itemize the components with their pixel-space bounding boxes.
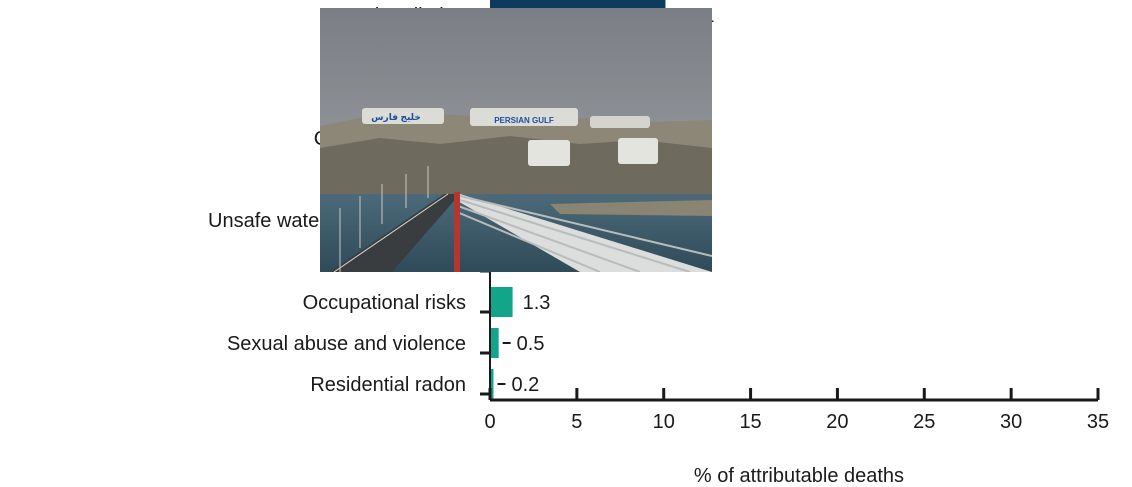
x-tick-label: 15: [739, 411, 761, 433]
value-label: 1.3: [523, 292, 551, 314]
category-label: Sexual abuse and violence: [227, 333, 466, 355]
bar: [490, 369, 494, 399]
category-label: Occupational risks: [303, 292, 466, 314]
x-tick-label: 5: [571, 411, 582, 433]
bar: [490, 287, 513, 317]
sign-persian-gulf: PERSIAN GULF: [494, 116, 554, 125]
x-tick-label: 25: [913, 411, 935, 433]
x-tick-label: 20: [826, 411, 848, 433]
x-tick-label: 30: [1000, 411, 1022, 433]
value-label: 0.5: [517, 333, 545, 355]
x-tick-label: 0: [484, 411, 495, 433]
x-tick-label: 10: [653, 411, 675, 433]
bar: [490, 328, 499, 358]
value-label: 0.2: [511, 374, 539, 396]
x-axis-title: % of attributable deaths: [694, 465, 904, 487]
sign-farsi: خليج فارس: [371, 112, 421, 123]
x-axis: 0 5 10 15 20 25 30 35: [480, 23, 1109, 433]
x-tick-label: 35: [1087, 411, 1109, 433]
oil-terminal-photo: خليج فارس PERSIAN GULF: [320, 8, 712, 272]
category-label: Residential radon: [310, 374, 466, 396]
